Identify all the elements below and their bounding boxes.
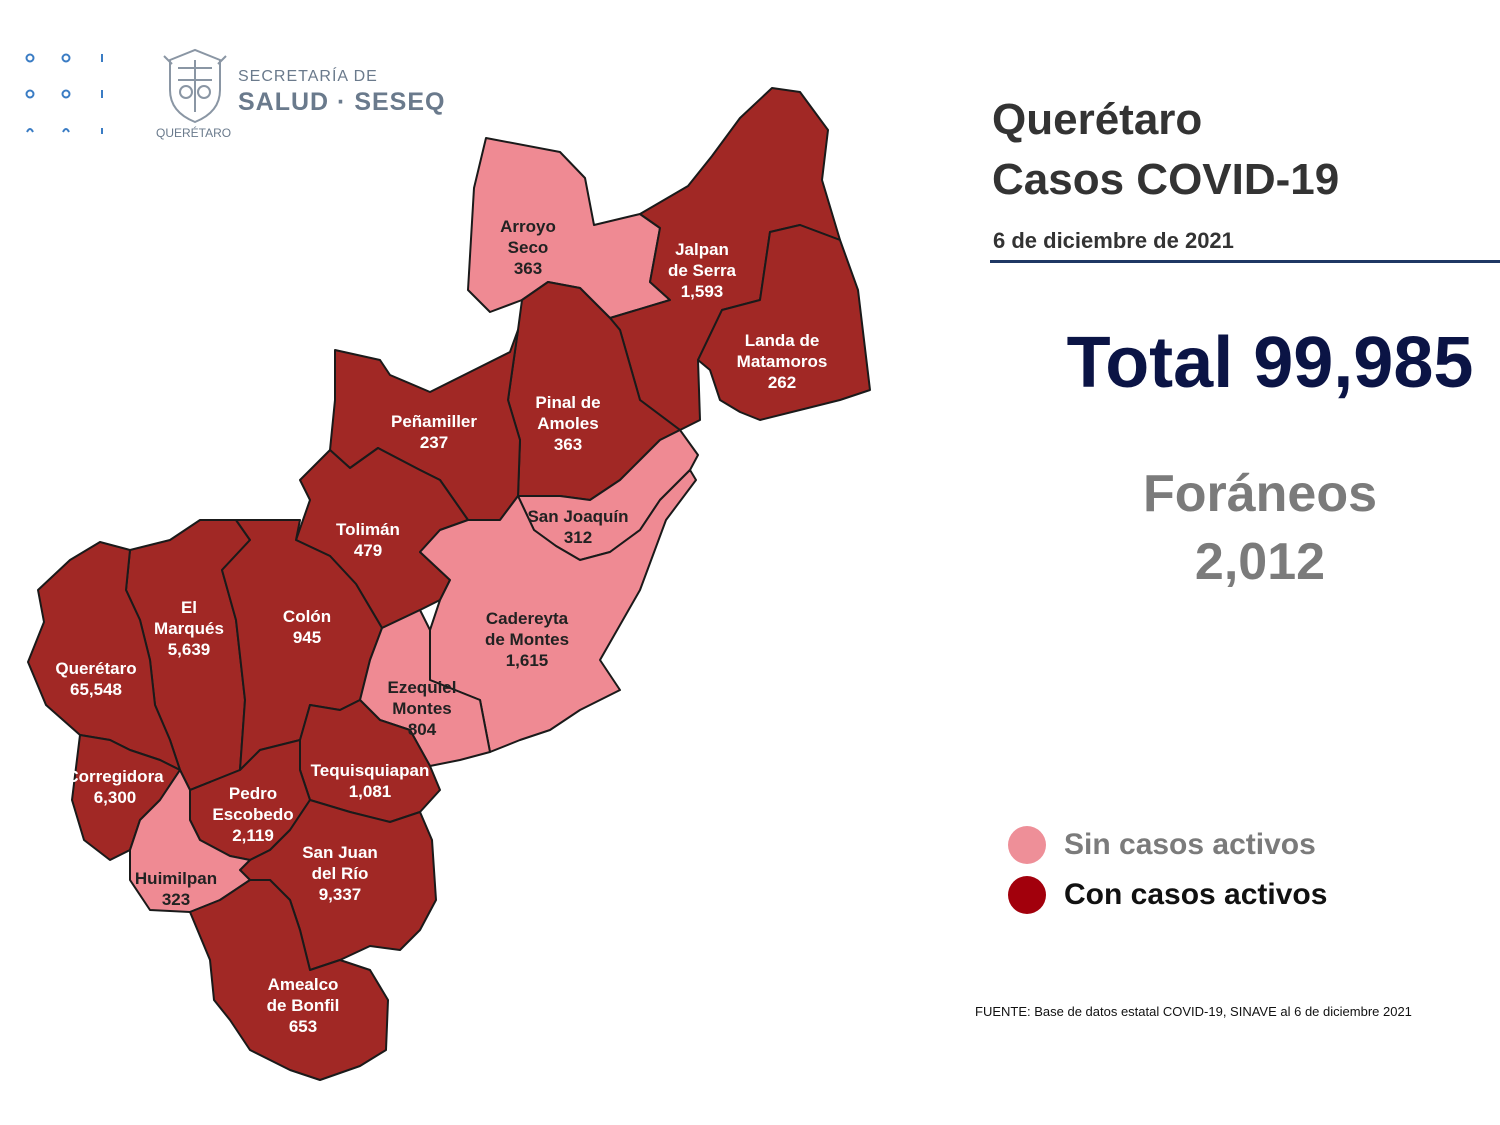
municipality-name: de Montes: [485, 630, 569, 649]
municipality-name: Cadereyta: [486, 609, 569, 628]
date-divider: [990, 260, 1500, 263]
label-landa-de-matamoros: Landa de Matamoros 262: [737, 331, 828, 392]
label-pinal-de-amoles: Pinal de Amoles 363: [535, 393, 600, 454]
municipality-name: Corregidora: [66, 767, 164, 786]
municipality-landa-de-matamoros: [697, 224, 871, 421]
label-jalpan-de-serra: Jalpan de Serra 1,593: [668, 240, 737, 301]
legend-swatch-light: [1008, 826, 1046, 864]
case-count: 653: [289, 1017, 317, 1036]
case-count: 1,593: [681, 282, 724, 301]
foraneos-block: Foráneos 2,012: [1060, 460, 1460, 596]
label-pedro-escobedo: Pedro Escobedo 2,119: [212, 784, 293, 845]
decorative-dot-pattern: [25, 53, 103, 134]
municipality-name: Matamoros: [737, 352, 828, 371]
title-line1: Querétaro: [992, 95, 1203, 144]
legend-item-con-casos: Con casos activos: [1008, 874, 1488, 914]
seseq-logo: SECRETARÍA DE SALUD · SESEQ QUERÉTARO: [156, 44, 446, 144]
logo-state-text: QUERÉTARO: [156, 126, 232, 140]
label-amealco-de-bonfil: Amealco de Bonfil 653: [267, 975, 340, 1036]
municipality-name: Escobedo: [212, 805, 293, 824]
legend-swatch-dark: [1008, 876, 1046, 914]
legend-label: Con casos activos: [1064, 878, 1328, 911]
title-line2: Casos COVID-19: [992, 155, 1340, 204]
municipality-name: Colón: [283, 607, 331, 626]
municipality-name: de Serra: [668, 261, 737, 280]
municipality-name: del Río: [312, 864, 369, 883]
case-count: 323: [162, 890, 190, 909]
municipality-queretaro: [27, 541, 181, 771]
municipality-name: San Juan: [302, 843, 378, 862]
case-count: 1,615: [506, 651, 549, 670]
municipality-amealco-de-bonfil: [189, 879, 389, 1081]
case-count: 363: [514, 259, 542, 278]
municipality-name: El: [181, 598, 197, 617]
municipality-name: Jalpan: [675, 240, 729, 259]
source-note: FUENTE: Base de datos estatal COVID-19, …: [975, 1004, 1412, 1019]
municipality-name: Pedro: [229, 784, 277, 803]
report-date: 6 de diciembre de 2021: [993, 228, 1234, 253]
logo-secretaria-text: SECRETARÍA DE: [238, 68, 378, 85]
foraneos-value: 2,012: [1194, 533, 1326, 591]
municipality-name: Huimilpan: [135, 869, 217, 888]
page-title: Querétaro Casos COVID-19: [992, 90, 1339, 210]
case-count: 6,300: [94, 788, 137, 807]
municipality-cadereyta-de-montes: [419, 469, 697, 753]
label-tequisquiapan: Tequisquiapan 1,081: [311, 761, 430, 801]
label-colon: Colón 945: [283, 607, 331, 647]
legend-item-sin-casos: Sin casos activos: [1008, 824, 1488, 864]
case-count: 479: [354, 541, 382, 560]
municipality-name: Landa de: [745, 331, 820, 350]
municipality-name: Marqués: [154, 619, 224, 638]
total-cases: Total 99,985: [1066, 323, 1474, 403]
case-count: 1,081: [349, 782, 392, 801]
municipality-name: Montes: [392, 699, 452, 718]
label-corregidora: Corregidora 6,300: [66, 767, 164, 807]
case-count: 804: [408, 720, 437, 739]
municipality-name: Tequisquiapan: [311, 761, 430, 780]
case-count: 237: [420, 433, 448, 452]
case-count: 9,337: [319, 885, 362, 904]
municipality-name: San Joaquín: [527, 507, 628, 526]
label-huimilpan: Huimilpan 323: [135, 869, 217, 909]
municipality-name: Pinal de: [535, 393, 600, 412]
queretaro-covid-map: Arroyo Seco 363 Jalpan de Serra 1,593 Landa de…: [27, 87, 871, 1081]
logo-salud-seseq-text: SALUD · SESEQ: [238, 88, 446, 116]
case-count: 363: [554, 435, 582, 454]
case-count: 262: [768, 373, 796, 392]
case-count: 65,548: [70, 680, 122, 699]
label-toliman: Tolimán 479: [336, 520, 400, 560]
case-count: 945: [293, 628, 321, 647]
case-count: 5,639: [168, 640, 211, 659]
label-san-juan-del-rio: San Juan del Río 9,337: [302, 843, 378, 904]
municipality-name: Querétaro: [55, 659, 136, 678]
municipality-name: Tolimán: [336, 520, 400, 539]
municipality-huimilpan: [129, 769, 251, 913]
label-arroyo-seco: Arroyo Seco 363: [500, 217, 556, 278]
municipality-name: Amealco: [268, 975, 339, 994]
legend-label: Sin casos activos: [1064, 828, 1316, 861]
case-count: 2,119: [232, 826, 274, 845]
case-count: 312: [564, 528, 592, 547]
foraneos-label: Foráneos: [1142, 465, 1378, 523]
municipality-name: Ezequiel: [388, 678, 457, 697]
municipality-name: Peñamiller: [391, 412, 477, 431]
label-penamiller: Peñamiller 237: [391, 412, 477, 452]
label-el-marques: El Marqués 5,639: [154, 598, 224, 659]
municipality-name: de Bonfil: [267, 996, 340, 1015]
municipality-name: Arroyo: [500, 217, 556, 236]
municipality-labels: Arroyo Seco 363 Jalpan de Serra 1,593 Landa de…: [55, 217, 827, 1036]
coat-of-arms-icon: [163, 48, 227, 124]
label-queretaro: Querétaro 65,548: [55, 659, 136, 699]
label-san-joaquin: San Joaquín 312: [527, 507, 628, 547]
label-cadereyta-de-montes: Cadereyta de Montes 1,615: [485, 609, 569, 670]
municipality-name: Amoles: [537, 414, 598, 433]
municipality-name: Seco: [508, 238, 549, 257]
label-ezequiel-montes: Ezequiel Montes 804: [388, 678, 457, 739]
